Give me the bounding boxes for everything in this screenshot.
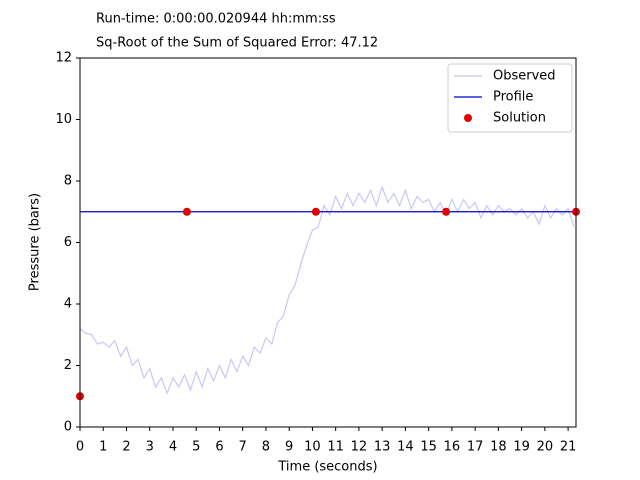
x-tick-label: 6	[215, 440, 223, 455]
y-tick-label: 6	[64, 235, 72, 250]
legend-box	[447, 63, 573, 133]
solution-point	[442, 207, 451, 216]
y-tick-label: 2	[64, 358, 72, 373]
solution-point	[311, 207, 320, 216]
x-tick-label: 20	[537, 440, 554, 455]
x-tick-label: 11	[327, 440, 344, 455]
x-tick-label: 2	[122, 440, 130, 455]
x-tick-label: 7	[239, 440, 247, 455]
x-tick-label: 13	[374, 440, 391, 455]
x-tick-label: 15	[420, 440, 437, 455]
runtime-note: Run-time: 0:00:00.020944 hh:mm:ss	[96, 12, 336, 27]
y-tick-label: 8	[64, 174, 72, 189]
x-tick-label: 1	[99, 440, 107, 455]
x-tick-label: 16	[444, 440, 461, 455]
legend-label: Profile	[493, 90, 533, 105]
y-tick-label: 4	[64, 297, 72, 312]
x-tick-label: 8	[262, 440, 270, 455]
y-tick-label: 10	[55, 112, 72, 127]
x-tick-label: 12	[351, 440, 368, 455]
x-tick-label: 10	[304, 440, 321, 455]
y-axis-label: Pressure (bars)	[28, 193, 43, 291]
x-axis-label: Time (seconds)	[277, 460, 377, 475]
x-tick-label: 9	[285, 440, 293, 455]
x-tick-label: 3	[146, 440, 154, 455]
legend-label: Solution	[493, 111, 546, 126]
y-tick-label: 12	[55, 51, 72, 66]
y-tick-label: 0	[64, 420, 72, 435]
x-tick-label: 18	[490, 440, 507, 455]
axes-frame	[79, 57, 577, 428]
x-tick-label: 17	[467, 440, 484, 455]
x-tick-label: 5	[192, 440, 200, 455]
x-tick-label: 0	[76, 440, 84, 455]
x-tick-label: 4	[169, 440, 177, 455]
solution-point	[182, 207, 191, 216]
legend-label: Observed	[493, 69, 556, 84]
legend-marker	[464, 114, 472, 122]
series-line	[80, 185, 575, 395]
x-tick-label: 19	[513, 440, 530, 455]
x-tick-label: 14	[397, 440, 414, 455]
x-tick-label: 21	[560, 440, 577, 455]
error-note: Sq-Root of the Sum of Squared Error: 47.…	[96, 36, 378, 51]
